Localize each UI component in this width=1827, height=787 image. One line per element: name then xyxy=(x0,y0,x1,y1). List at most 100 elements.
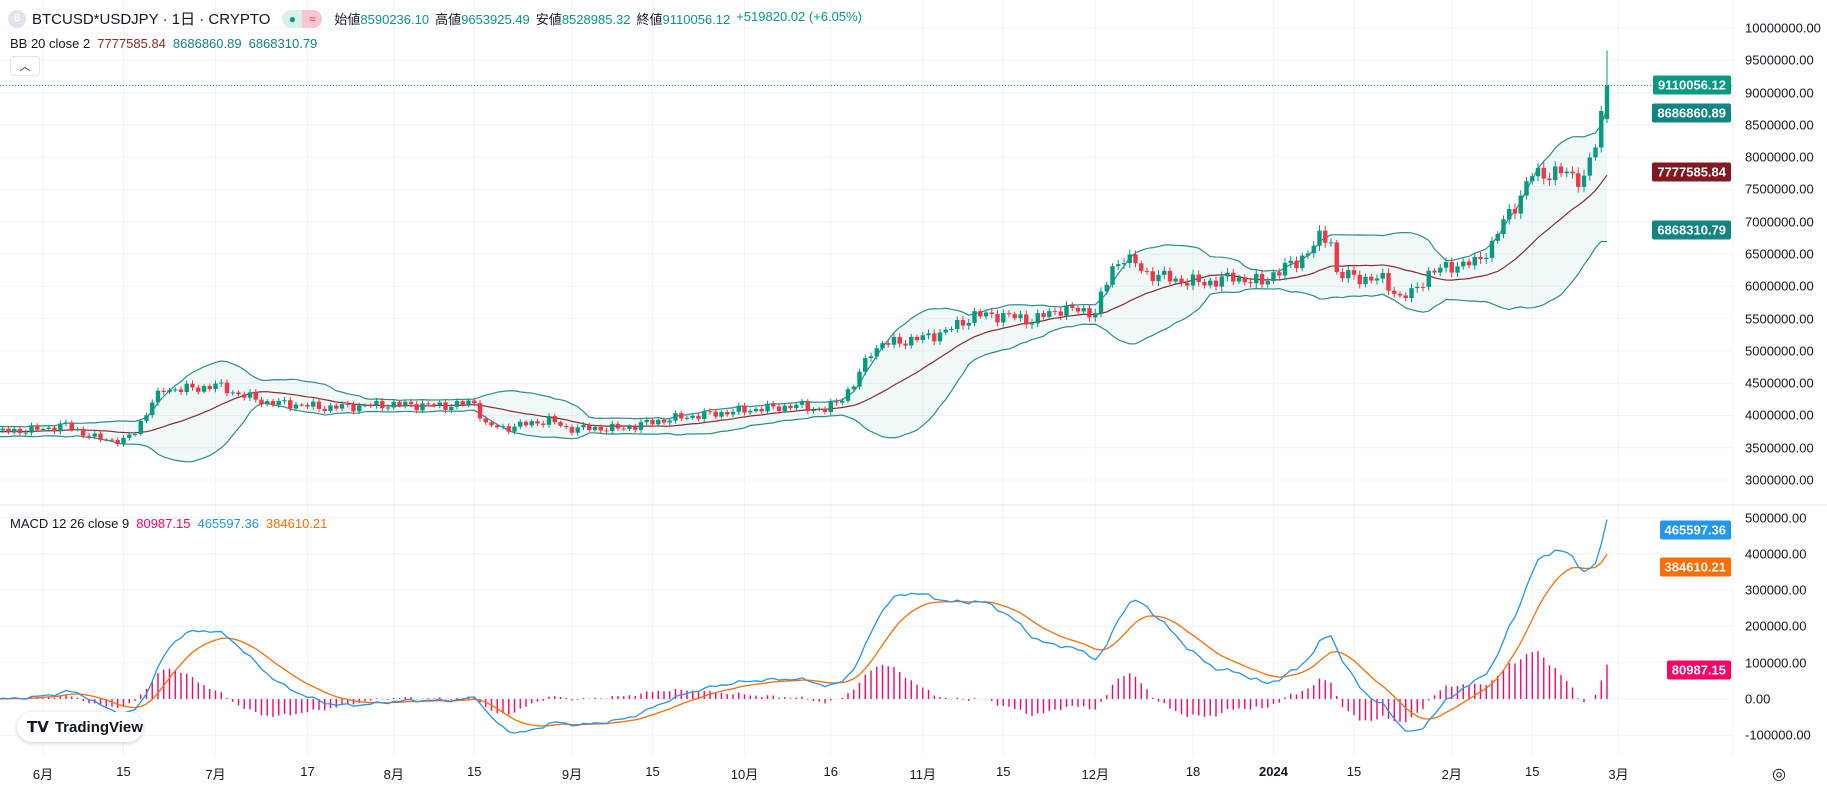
candle-body xyxy=(104,439,109,441)
candle-body xyxy=(40,428,46,430)
candle-body xyxy=(35,425,40,430)
candle-body xyxy=(46,427,51,429)
candle xyxy=(1121,258,1127,269)
candle-body xyxy=(725,411,730,415)
candle xyxy=(322,406,327,414)
market-status[interactable]: ● ≈ xyxy=(282,9,323,28)
candle xyxy=(644,417,649,426)
candle-body xyxy=(1190,274,1196,286)
candle-body xyxy=(1093,313,1098,318)
candle xyxy=(1035,309,1040,328)
candle xyxy=(1196,270,1201,287)
candle xyxy=(420,400,425,414)
candle-body xyxy=(259,399,264,405)
candle xyxy=(713,409,718,420)
price-axis-label: 6000000.00 xyxy=(1745,278,1814,294)
time-axis-label: 16 xyxy=(823,764,838,779)
candle xyxy=(1311,241,1316,258)
candle-body xyxy=(765,403,770,412)
candle-body xyxy=(161,390,166,393)
candle-body xyxy=(403,401,408,406)
chart-settings-eye-icon[interactable]: ◎ xyxy=(1772,766,1786,783)
candle-body xyxy=(115,440,120,444)
candle xyxy=(765,400,770,415)
candle-body xyxy=(52,427,57,432)
candle xyxy=(1242,274,1247,286)
candle xyxy=(52,424,57,435)
candle-body xyxy=(742,405,747,413)
candle-body xyxy=(863,358,868,372)
candle xyxy=(1006,310,1012,318)
candle-body xyxy=(69,422,74,430)
candle-body xyxy=(650,420,655,425)
candle xyxy=(23,429,28,436)
candle-body xyxy=(184,383,189,393)
candle-body xyxy=(679,413,684,419)
candle-body xyxy=(575,427,580,433)
candle-body xyxy=(230,392,235,394)
candle-body xyxy=(1334,242,1339,273)
candle xyxy=(535,418,540,427)
candle-body xyxy=(173,389,178,391)
candle xyxy=(627,424,632,432)
candle xyxy=(1443,257,1449,273)
tradingview-logo[interactable]: 𝗧𝗩 TradingView xyxy=(17,712,143,742)
macd-line xyxy=(0,519,1608,734)
candle-body xyxy=(362,405,368,407)
symbol-title[interactable]: BTCUSD*USDJPY · 1日 · CRYPTO xyxy=(32,11,271,28)
candle xyxy=(661,417,667,425)
candle-body xyxy=(1518,195,1523,214)
candle-body xyxy=(247,392,253,398)
candle-body xyxy=(477,403,483,419)
candle xyxy=(1576,167,1581,193)
candle xyxy=(569,424,575,436)
price-tag: 9110056.12 xyxy=(1653,75,1731,95)
macd-axis-label: -100000.00 xyxy=(1745,727,1811,743)
candle-body xyxy=(1553,166,1558,181)
candle xyxy=(1541,162,1546,185)
macd-legend[interactable]: MACD 12 26 close 9 80987.15 465597.36 38… xyxy=(10,516,327,531)
ohlc-values: 始値8590236.10 高値9653925.49 安値8528985.32 終値91… xyxy=(334,9,862,28)
price-axis-label: 8500000.00 xyxy=(1745,117,1814,133)
candle-body xyxy=(535,421,540,424)
candle xyxy=(454,398,460,410)
candle-body xyxy=(1311,245,1316,254)
candle xyxy=(1070,302,1075,312)
candle xyxy=(489,420,494,428)
candle xyxy=(437,399,442,409)
candle xyxy=(132,431,138,437)
candle-body xyxy=(1535,167,1541,177)
candle-body xyxy=(155,390,161,403)
candle xyxy=(1110,263,1115,288)
candle xyxy=(903,339,908,350)
candle-body xyxy=(604,430,609,432)
candle-body xyxy=(1179,278,1184,283)
collapse-legend-button[interactable]: ︿ xyxy=(10,56,40,76)
candle-body xyxy=(874,348,879,357)
candle-body xyxy=(196,387,201,392)
candle xyxy=(725,409,730,417)
candle-body xyxy=(1593,147,1598,158)
bb-upper: 8686860.89 xyxy=(172,36,242,51)
candle xyxy=(696,413,701,422)
candle xyxy=(253,389,258,403)
candle-body xyxy=(1116,264,1121,267)
candle xyxy=(1144,267,1150,275)
candle-body xyxy=(138,420,143,434)
candle xyxy=(178,386,184,395)
candle xyxy=(167,387,172,395)
candle-body xyxy=(1133,254,1138,264)
candle-body xyxy=(265,401,270,405)
candle xyxy=(598,424,603,433)
time-axis-label: 6月 xyxy=(32,767,54,782)
candle-body xyxy=(1604,85,1610,120)
candle-body xyxy=(1035,313,1040,324)
candle xyxy=(1363,273,1368,288)
bb-legend[interactable]: BB 20 close 2 7777585.84 8686860.89 6868… xyxy=(10,36,317,51)
candle-body xyxy=(1127,254,1132,264)
candle xyxy=(1133,250,1138,268)
candle-body xyxy=(460,401,465,405)
candle xyxy=(1219,271,1224,292)
candle xyxy=(357,402,362,415)
